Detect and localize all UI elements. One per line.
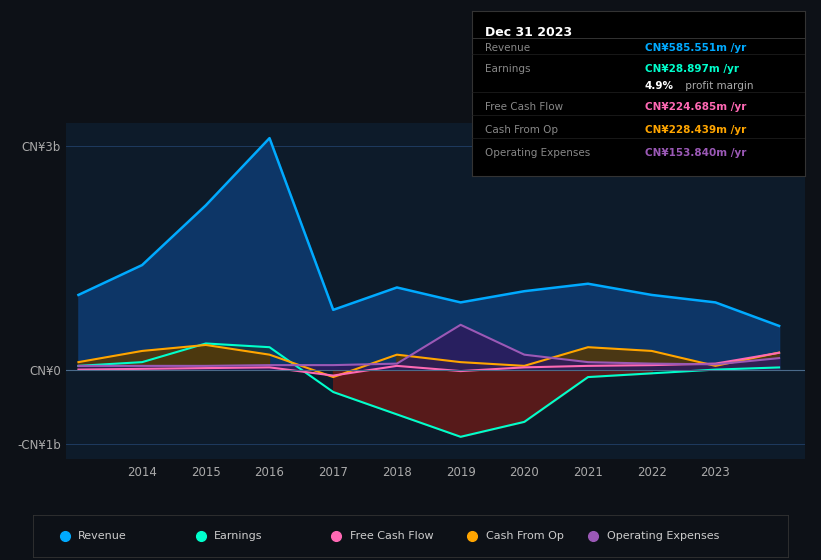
Text: 4.9%: 4.9% xyxy=(645,81,674,91)
Text: Operating Expenses: Operating Expenses xyxy=(607,531,719,541)
Text: CN¥28.897m /yr: CN¥28.897m /yr xyxy=(645,64,739,74)
Text: Dec 31 2023: Dec 31 2023 xyxy=(485,26,572,39)
Text: Cash From Op: Cash From Op xyxy=(486,531,564,541)
Text: profit margin: profit margin xyxy=(681,81,753,91)
Text: Revenue: Revenue xyxy=(78,531,127,541)
Text: CN¥153.840m /yr: CN¥153.840m /yr xyxy=(645,148,746,158)
Text: Revenue: Revenue xyxy=(485,43,530,53)
Text: CN¥585.551m /yr: CN¥585.551m /yr xyxy=(645,43,746,53)
Text: Free Cash Flow: Free Cash Flow xyxy=(350,531,433,541)
Text: Free Cash Flow: Free Cash Flow xyxy=(485,102,563,112)
Text: Cash From Op: Cash From Op xyxy=(485,125,558,135)
Text: Earnings: Earnings xyxy=(214,531,263,541)
Text: Operating Expenses: Operating Expenses xyxy=(485,148,590,158)
Text: CN¥228.439m /yr: CN¥228.439m /yr xyxy=(645,125,746,135)
Text: Earnings: Earnings xyxy=(485,64,531,74)
Text: CN¥224.685m /yr: CN¥224.685m /yr xyxy=(645,102,746,112)
